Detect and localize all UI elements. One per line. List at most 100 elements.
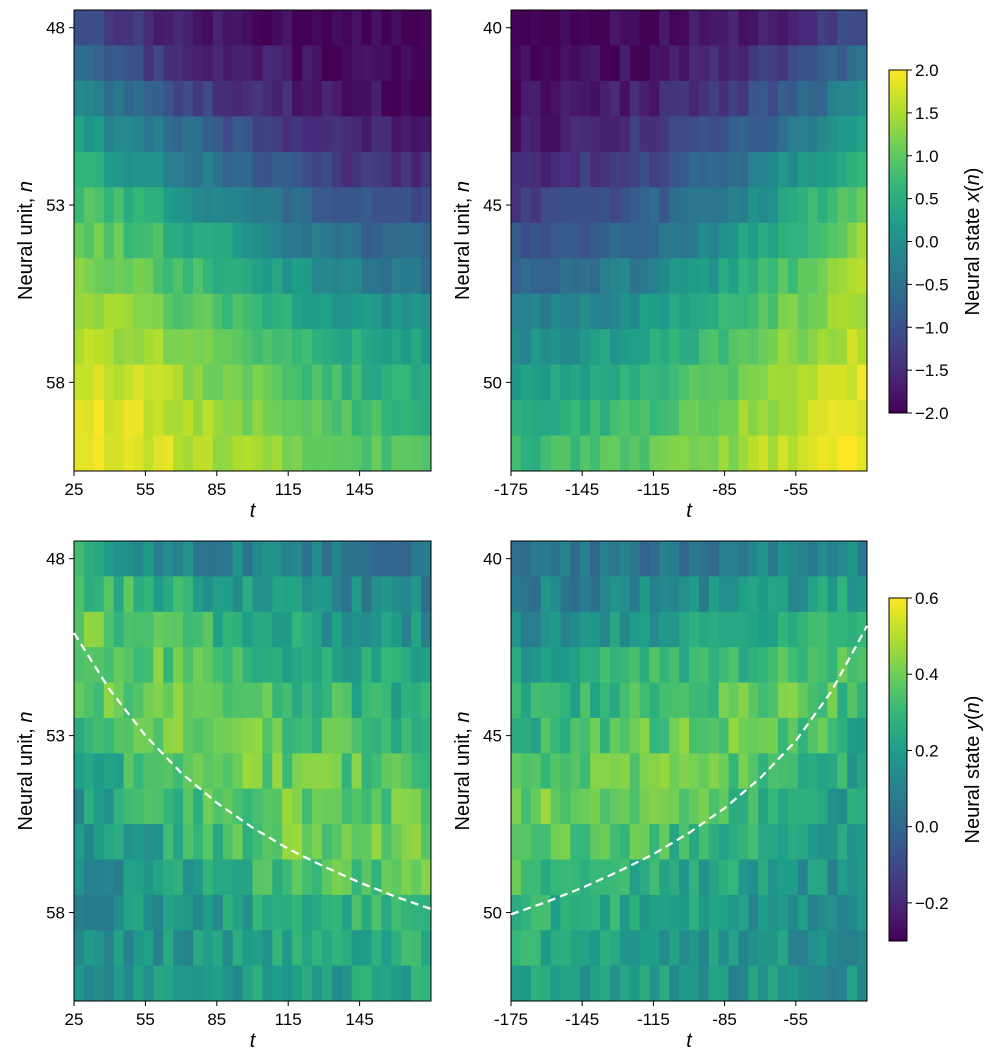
heatmap-cell [580, 717, 591, 754]
heatmap-cell [817, 682, 829, 719]
heatmap-cell [133, 151, 145, 188]
heatmap-cell [600, 965, 611, 1001]
heatmap-cell [222, 930, 234, 967]
y-tick-label: 40 [483, 19, 502, 38]
heatmap-cell [758, 647, 769, 684]
heatmap-cell [649, 80, 660, 117]
heatmap-cell [361, 682, 373, 719]
heatmap-cell [807, 435, 819, 471]
heatmap-cell [639, 965, 651, 1001]
heatmap-cell [728, 222, 740, 259]
heatmap-cell [758, 116, 769, 153]
heatmap-cell [193, 10, 204, 47]
heatmap-cell [797, 45, 809, 82]
heatmap-cell [609, 10, 621, 47]
heatmap-cell [74, 10, 85, 47]
heatmap-cell [302, 894, 313, 931]
heatmap-cell [768, 435, 779, 471]
heatmap-cell [797, 400, 809, 437]
heatmap-cell [718, 965, 730, 1001]
heatmap-cell [93, 965, 105, 1001]
heatmap-cell [807, 647, 819, 684]
boundary-curve [73, 632, 432, 911]
heatmap-cell [312, 859, 323, 896]
heatmap-cell [242, 80, 254, 117]
heatmap-cell [282, 717, 293, 754]
heatmap-cell [787, 647, 799, 684]
heatmap-cell [718, 753, 730, 790]
heatmap-cell [807, 116, 819, 153]
heatmap-cell [321, 116, 333, 153]
heatmap-cell [689, 894, 700, 931]
heatmap-cell [302, 45, 313, 82]
heatmap-cell [550, 788, 562, 825]
heatmap-cell [212, 258, 224, 295]
heatmap-cell [262, 151, 273, 188]
heatmap-cell [401, 611, 412, 648]
heatmap-cell [133, 80, 145, 117]
heatmap-cell [302, 116, 313, 153]
heatmap-cell [282, 647, 293, 684]
heatmap-cell [857, 293, 867, 330]
heatmap-cell [609, 541, 621, 577]
heatmap-cell [282, 753, 293, 790]
x-tick-label: 55 [136, 480, 155, 499]
heatmap-cell [321, 753, 333, 790]
heatmap-cell [312, 647, 323, 684]
heatmap-cell [421, 293, 431, 330]
heatmap-cell [321, 329, 333, 366]
heatmap-cell [817, 187, 829, 224]
heatmap-cell [411, 187, 422, 224]
heatmap-cell [689, 753, 700, 790]
heatmap-cell [758, 10, 769, 47]
heatmap-cell [698, 859, 710, 896]
heatmap-cell [341, 717, 353, 754]
heatmap-cell [331, 611, 343, 648]
heatmap-cell [580, 788, 591, 825]
heatmap-cell [292, 965, 303, 1001]
heatmap-cell [421, 10, 431, 47]
heatmap-cell [758, 364, 769, 401]
heatmap-cell [619, 753, 631, 790]
heatmap-cell [708, 753, 720, 790]
heatmap-cell [530, 258, 542, 295]
heatmap-cell [321, 930, 333, 967]
heatmap-cell [619, 222, 631, 259]
heatmap-cell [143, 293, 154, 330]
heatmap-cell [292, 116, 303, 153]
heatmap-cell [163, 788, 174, 825]
heatmap-cell [242, 364, 254, 401]
heatmap-cell [590, 647, 601, 684]
heatmap-cell [738, 682, 749, 719]
heatmap-cell [827, 400, 838, 437]
heatmap-cell [282, 329, 293, 366]
heatmap-cell [797, 682, 809, 719]
heatmap-cell [738, 894, 749, 931]
heatmap-cell [272, 788, 283, 825]
x-tick-label: -85 [712, 1010, 737, 1029]
heatmap-cell [540, 930, 552, 967]
heatmap-cell [758, 293, 769, 330]
heatmap-cell [619, 859, 631, 896]
heatmap-cell [609, 80, 621, 117]
heatmap-cell [143, 187, 154, 224]
heatmap-cell [807, 45, 819, 82]
heatmap-cell [173, 965, 184, 1001]
heatmap-cell [401, 400, 412, 437]
heatmap-cell [351, 717, 363, 754]
heatmap-cell [689, 400, 700, 437]
heatmap-cell [797, 930, 809, 967]
heatmap-cell [163, 400, 174, 437]
heatmap-cell [411, 576, 422, 613]
heatmap-cell [123, 894, 135, 931]
heatmap-cell [173, 824, 184, 861]
heatmap-cell [361, 10, 373, 47]
heatmap-cell [550, 611, 562, 648]
heatmap-cell [550, 151, 562, 188]
heatmap-cell [302, 10, 313, 47]
heatmap-cell [748, 187, 759, 224]
heatmap-cell [679, 400, 690, 437]
heatmap-cell [580, 930, 591, 967]
heatmap-cell [580, 364, 591, 401]
heatmap-cell [242, 611, 254, 648]
